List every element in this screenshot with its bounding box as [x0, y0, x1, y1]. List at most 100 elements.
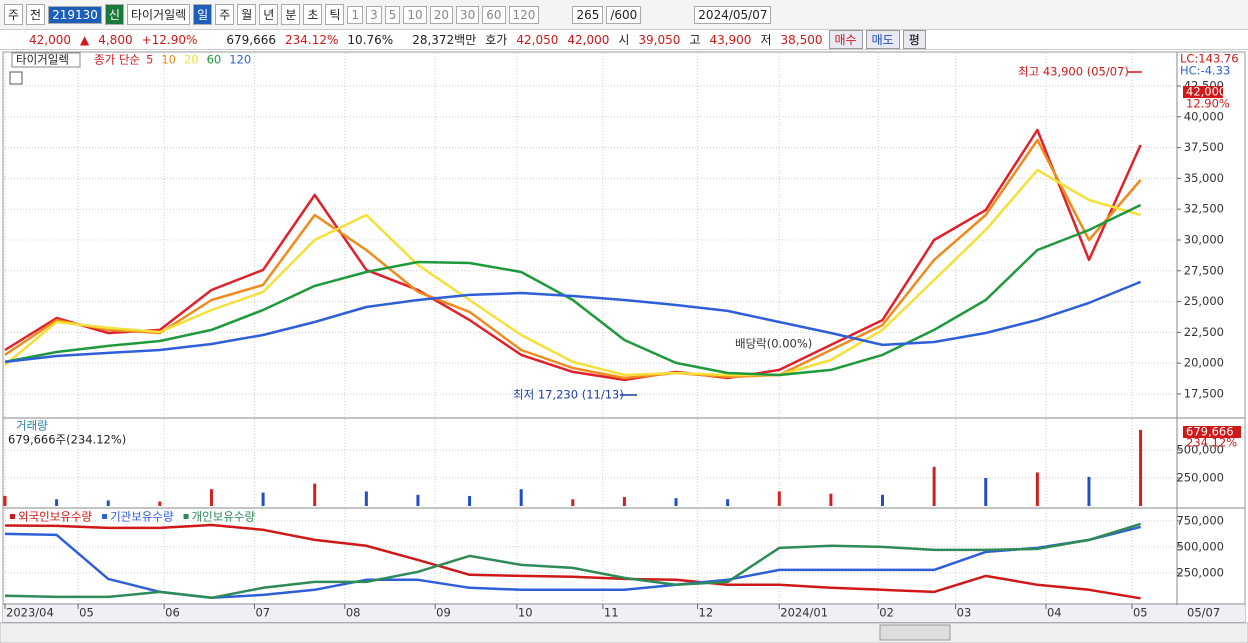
lc-label: LC:143.76 [1180, 52, 1239, 66]
volume-bar [1139, 429, 1143, 506]
volume-bar [313, 483, 317, 506]
avg-button[interactable]: 평 [902, 30, 926, 49]
legend-entry: 5 [146, 53, 153, 67]
arrow: ▲ [80, 32, 90, 47]
label-box [11, 52, 81, 68]
panel-subtitle: 679,666주(234.12%) [8, 433, 126, 447]
x-tick-label: 09 [436, 606, 451, 620]
volume-bar [674, 498, 678, 506]
panel-icon[interactable] [9, 71, 23, 85]
series-line [4, 203, 1142, 377]
visible-count[interactable]: 265 [572, 5, 604, 24]
volume-bar [622, 497, 626, 506]
series-line [4, 522, 1141, 600]
x-tick-label: 03 [957, 606, 972, 620]
x-tick-label: 05 [79, 606, 94, 620]
volume-bar [777, 491, 781, 506]
legend-entry: 10 [161, 53, 176, 67]
period-button[interactable]: 일 [193, 4, 213, 25]
volume-box [1183, 426, 1241, 438]
count-button[interactable]: 30 [455, 5, 480, 24]
hc-label: HC:-4.33 [1180, 64, 1230, 78]
y-tick-label: 750,000 [1176, 513, 1224, 527]
x-tick-label: 02 [879, 606, 894, 620]
period-button[interactable]: 년 [259, 4, 279, 25]
volume-bar [209, 489, 213, 506]
change: 4,800 [98, 32, 133, 47]
current-volume-change: 234.12% [1186, 436, 1237, 450]
x-axis-band [3, 605, 1245, 622]
count-button[interactable]: 5 [384, 5, 401, 24]
x-tick-label: 04 [1047, 606, 1062, 620]
y-tick-label: 32,500 [1184, 202, 1224, 216]
stock-name: 타이거일렉 [126, 4, 191, 25]
x-tick-label: 05 [1133, 606, 1148, 620]
volume-bar [416, 494, 420, 506]
last-price: 42,000 [1186, 85, 1226, 99]
count-button[interactable]: 60 [482, 5, 506, 24]
count-button[interactable]: 10 [403, 5, 427, 24]
count-button[interactable]: 1 [347, 5, 364, 24]
volume-bar [932, 466, 936, 506]
x-tick-label: 10 [518, 606, 533, 620]
scroll-bar[interactable] [0, 622, 1248, 643]
y-tick-label: 25,000 [1184, 294, 1224, 308]
period-button[interactable]: 틱 [325, 4, 345, 25]
count-button[interactable]: 3 [366, 5, 382, 24]
change-pct: +12.90% [141, 32, 198, 47]
series-line [4, 523, 1141, 600]
y-tick-label: 22,500 [1184, 325, 1224, 339]
high-label: 고 [689, 33, 701, 47]
volume-bar [519, 489, 523, 506]
period-button[interactable]: 분 [281, 4, 301, 25]
volume: 679,666 [226, 32, 277, 47]
y-tick-label: 17,500 [1184, 386, 1224, 400]
turnover: 10.76% [347, 32, 394, 47]
ask-label: 호가 [485, 33, 508, 47]
open: 39,050 [638, 32, 681, 47]
y-tick-label: 27,500 [1184, 263, 1224, 277]
legend-entry: 기관보유수량 [110, 510, 174, 524]
buy-button[interactable]: 매수 [828, 30, 863, 49]
y-tick-label: 35,000 [1184, 171, 1224, 185]
y-tick-label: 250,000 [1176, 565, 1224, 579]
x-tick-label: 11 [604, 606, 619, 620]
legend-entry: 20 [184, 53, 199, 67]
volume-bar [829, 493, 833, 506]
volume-bar [468, 495, 472, 506]
y-tick-label: 30,000 [1184, 232, 1224, 246]
series-line [4, 280, 1142, 364]
period-button[interactable]: 주 [215, 4, 235, 25]
y-tick-label: 250,000 [1176, 471, 1224, 485]
count-button[interactable]: 20 [429, 5, 453, 24]
series-line [4, 138, 1142, 380]
volume-pct: 234.12% [285, 32, 339, 47]
y-tick-label: 500,000 [1176, 539, 1224, 553]
count-button[interactable]: 120 [508, 5, 540, 24]
panel-label: 타이거일렉 [16, 53, 69, 67]
period-button[interactable]: 월 [237, 4, 257, 25]
stock-code[interactable]: 219130 [48, 5, 102, 24]
ask: 42,050 [516, 32, 559, 47]
y-tick-label: 40,000 [1184, 109, 1224, 123]
sell-button[interactable]: 매도 [865, 30, 900, 49]
volume-bar [158, 501, 162, 506]
legend-entry: 개인보유수량 [192, 510, 256, 524]
chart-frame [2, 51, 1246, 623]
period-button[interactable]: 초 [303, 4, 323, 25]
legend-swatch [102, 514, 108, 519]
date-input[interactable]: 2024/05/07 [694, 5, 772, 24]
nav-buttons[interactable] [879, 624, 951, 641]
x-tick-label: 2023/04 [6, 606, 54, 620]
legend-entry: 120 [229, 53, 251, 67]
last-change: 12.90% [1186, 97, 1230, 111]
total-count: /600 [606, 5, 642, 24]
open-label: 시 [618, 33, 630, 47]
scope[interactable]: 전 [26, 4, 46, 25]
high: 43,900 [709, 32, 752, 47]
volume-bar [984, 478, 988, 506]
current-volume: 679,666 [1186, 425, 1234, 439]
legend-entry: 외국인보유수량 [18, 510, 92, 524]
period-type[interactable]: 주 [4, 4, 24, 25]
